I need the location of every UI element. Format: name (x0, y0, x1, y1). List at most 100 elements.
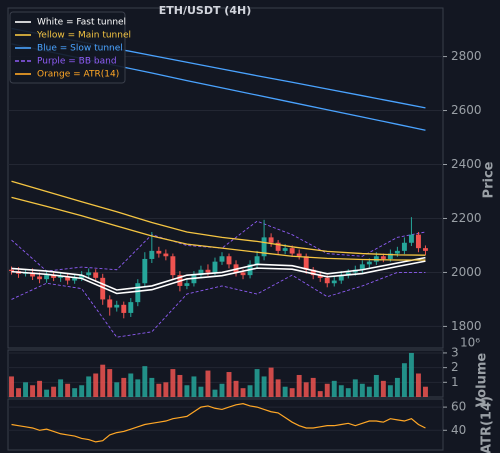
volume-plot (9, 352, 428, 397)
candle-body (198, 269, 204, 276)
legend-label: Orange = ATR(14) (37, 70, 119, 80)
volume-bar (142, 366, 148, 397)
volume-bar (226, 372, 232, 397)
volume-bar (296, 374, 302, 397)
volume-bar (86, 376, 92, 397)
volume-bar (198, 386, 204, 397)
volume-bar (65, 383, 71, 397)
candle-body (380, 256, 386, 259)
volume-bar (219, 383, 225, 397)
volume-bar (289, 388, 295, 397)
legend-label: Purple = BB band (37, 57, 117, 67)
candle-body (100, 277, 106, 300)
candle-body (289, 248, 295, 254)
volume-bar (93, 373, 99, 397)
volume-bar (366, 386, 372, 397)
volume-bar (233, 380, 239, 397)
price-panel (7, 7, 444, 349)
volume-bar (51, 386, 57, 397)
candle-body (303, 256, 309, 270)
candle-body (345, 272, 351, 276)
volume-bar (415, 373, 421, 397)
volume-bar (100, 364, 106, 397)
volume-bar (30, 385, 36, 397)
volume-bar (135, 379, 141, 397)
candle-body (359, 264, 365, 270)
volume-bar (387, 385, 393, 397)
candle-body (423, 248, 428, 251)
candle-body (268, 237, 274, 243)
candle-body (373, 256, 379, 262)
volume-bar (254, 369, 260, 397)
candle-body (219, 256, 225, 262)
volume-bar (149, 377, 155, 397)
volume-panel (7, 349, 444, 398)
volume-bar (394, 377, 400, 397)
volume-bar (191, 376, 197, 397)
volume-bar (310, 377, 316, 397)
candle-body (331, 280, 337, 284)
candle-body (408, 234, 414, 243)
y-tick-label: 60 (451, 400, 466, 414)
volume-bar (72, 388, 78, 397)
volume-bar (128, 373, 134, 397)
volume-bar (184, 385, 190, 397)
y-axis-label: Price (482, 161, 497, 198)
candle-body (205, 269, 211, 273)
volume-bar (79, 385, 85, 397)
candle-body (261, 237, 267, 257)
candle-body (44, 275, 50, 280)
y-tick-label: 2200 (451, 211, 482, 225)
legend-label: White = Fast tunnel (37, 18, 126, 28)
volume-bar (317, 391, 323, 397)
candle-body (163, 253, 169, 257)
candle-body (51, 275, 57, 278)
volume-bar (324, 383, 330, 397)
legend-label: Blue = Slow tunnel (37, 44, 123, 54)
y-axis-label: ATR(14) (480, 396, 495, 453)
legend: White = Fast tunnel Yellow = Main tunnel B… (9, 11, 131, 84)
legend-label: Yellow = Main tunnel (36, 31, 131, 41)
volume-bar (107, 369, 113, 397)
candle-body (114, 304, 120, 308)
atr-panel (7, 398, 444, 451)
candle-body (317, 275, 323, 278)
volume-bar (212, 389, 218, 397)
candle-body (149, 250, 155, 259)
volume-bar (282, 386, 288, 397)
volume-bar (9, 376, 14, 397)
candle-body (72, 277, 78, 281)
candle-body (9, 269, 14, 272)
candle-body (184, 283, 190, 286)
volume-bar (338, 385, 344, 397)
offset-label: 10⁶ (460, 336, 480, 350)
volume-bar (16, 388, 21, 397)
candle-body (79, 275, 85, 278)
y-axis-label: Volume (475, 353, 490, 408)
y-tick-label: 2800 (451, 49, 482, 63)
volume-bar (303, 382, 309, 397)
y-tick-label: 3 (451, 345, 459, 359)
y-tick-label: 2 (451, 360, 459, 374)
candle-body (170, 256, 176, 276)
candle-body (30, 272, 36, 277)
volume-bar (268, 367, 274, 397)
overlay-line (11, 180, 426, 256)
volume-bar (359, 383, 365, 397)
chart-title: ETH/USDT (4H) (159, 4, 251, 17)
candle-body (37, 276, 43, 280)
volume-bar (121, 377, 127, 397)
volume-bar (156, 383, 162, 397)
candle-body (58, 276, 64, 278)
y-tick-label: 40 (451, 423, 466, 437)
candle-body (338, 275, 344, 281)
y-tick-label: 2000 (451, 265, 482, 279)
candle-body (394, 250, 400, 254)
volume-bar (205, 370, 211, 397)
volume-bar (163, 382, 169, 397)
candle-body (226, 256, 232, 265)
volume-bar (373, 374, 379, 397)
candle-body (107, 299, 113, 308)
candle-body (401, 242, 407, 251)
